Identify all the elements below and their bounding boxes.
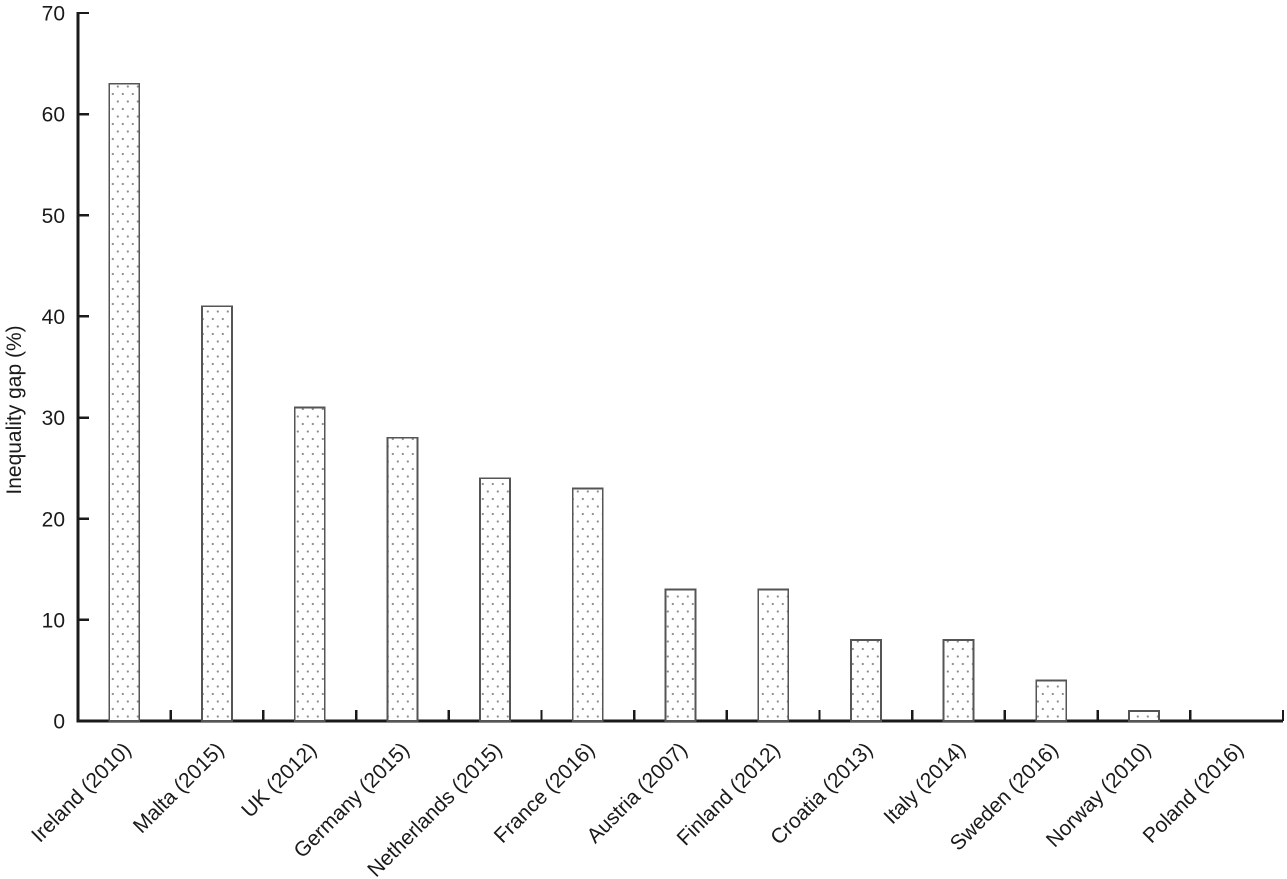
bar-norway-2010 <box>1128 709 1160 722</box>
bar-finland-2012 <box>757 588 790 722</box>
y-tick-label: 70 <box>42 3 65 26</box>
bar-netherlands-2015 <box>479 477 512 722</box>
bar-malta-2015 <box>201 305 233 722</box>
bar-austria-2007 <box>664 588 697 722</box>
bar-italy-2014 <box>942 639 975 722</box>
y-tick-label: 30 <box>42 407 65 430</box>
bar-ireland-2010 <box>108 82 141 722</box>
bar-germany-2015 <box>386 436 419 722</box>
bar-croatia-2013 <box>849 639 882 722</box>
y-tick-label: 60 <box>42 104 65 127</box>
y-tick-label: 40 <box>42 306 65 329</box>
y-tick-label: 10 <box>42 609 65 632</box>
y-axis-title: Inequality gap (%) <box>3 325 26 494</box>
bar-uk-2012 <box>293 406 326 722</box>
y-tick-label: 50 <box>42 205 65 228</box>
bar-sweden-2016 <box>1035 679 1068 722</box>
bar-france-2016 <box>571 487 604 722</box>
y-tick-label: 20 <box>42 508 65 531</box>
y-tick-label: 0 <box>53 711 65 734</box>
